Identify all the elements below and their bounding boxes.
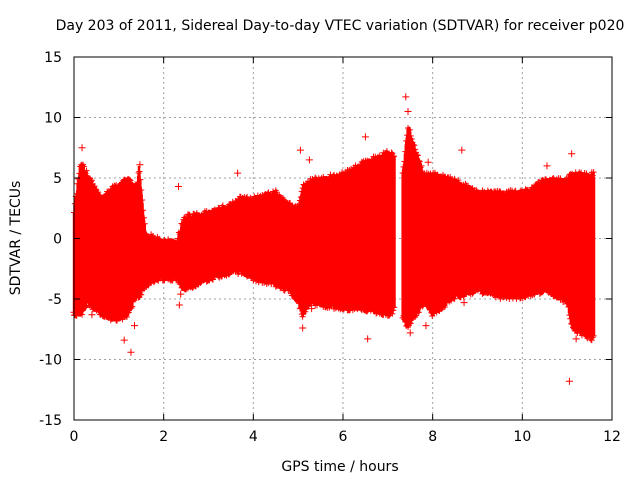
data-point-outlier xyxy=(460,299,468,307)
data-point xyxy=(219,202,226,209)
x-tick-label: 2 xyxy=(159,429,168,445)
data-point xyxy=(83,167,90,174)
data-point-outlier xyxy=(424,158,432,166)
data-point xyxy=(138,187,145,194)
x-tick-label: 8 xyxy=(428,429,437,445)
data-point xyxy=(91,183,98,190)
data-point xyxy=(79,311,86,318)
y-tick-label: -15 xyxy=(39,413,62,429)
data-point xyxy=(441,303,448,310)
data-point-outlier xyxy=(127,348,135,356)
y-tick-label: -10 xyxy=(39,353,62,369)
data-point-outlier xyxy=(572,335,580,343)
data-point xyxy=(137,176,144,183)
data-point xyxy=(407,132,414,139)
data-point xyxy=(407,320,414,327)
y-tick-label: 15 xyxy=(44,50,62,66)
data-point-outlier xyxy=(299,324,307,332)
data-point xyxy=(88,177,95,184)
data-point-outlier xyxy=(545,288,553,296)
data-point-outlier xyxy=(422,322,430,330)
y-axis-label: SDTVAR / TECUs xyxy=(8,181,24,296)
data-point-outlier xyxy=(175,301,183,309)
data-point xyxy=(136,168,143,175)
data-point xyxy=(138,291,145,298)
data-point-outlier xyxy=(120,336,128,344)
data-point xyxy=(590,169,597,176)
y-tick-label: 5 xyxy=(53,171,62,187)
data-point xyxy=(123,314,130,321)
data-point xyxy=(129,303,136,310)
data-point xyxy=(299,313,306,320)
data-point-outlier xyxy=(174,182,182,190)
data-point-outlier xyxy=(402,93,410,101)
data-point-outlier xyxy=(406,329,414,337)
y-tick-label: 0 xyxy=(53,232,62,248)
data-point xyxy=(414,152,421,159)
x-tick-label: 4 xyxy=(249,429,258,445)
data-point-outlier xyxy=(88,311,96,319)
data-point-outlier xyxy=(404,107,412,115)
x-tick-label: 12 xyxy=(603,429,621,445)
data-point xyxy=(273,189,280,196)
data-point xyxy=(140,207,147,214)
data-point-outlier xyxy=(361,133,369,141)
data-point-outlier xyxy=(81,303,89,311)
x-tick-label: 6 xyxy=(339,429,348,445)
data-point xyxy=(140,214,147,221)
data-point xyxy=(389,310,396,317)
data-point xyxy=(141,220,148,227)
data-point-outlier xyxy=(234,169,242,177)
data-point-outlier xyxy=(565,377,573,385)
y-tick-label: 10 xyxy=(44,111,62,127)
data-point xyxy=(244,193,251,200)
data-point xyxy=(412,146,419,153)
data-point-outlier xyxy=(568,150,576,158)
chart-title: Day 203 of 2011, Sidereal Day-to-day VTE… xyxy=(56,18,625,34)
data-point-outlier xyxy=(136,161,144,169)
x-axis-label: GPS time / hours xyxy=(281,459,398,475)
x-tick-label: 10 xyxy=(513,429,531,445)
data-point xyxy=(255,279,262,286)
data-point xyxy=(125,309,132,316)
data-point-outlier xyxy=(285,199,293,207)
data-point xyxy=(457,294,464,301)
series-layer xyxy=(70,93,597,385)
data-point xyxy=(139,196,146,203)
data-point xyxy=(186,211,193,218)
data-point xyxy=(418,162,425,169)
data-point xyxy=(390,307,397,314)
data-point xyxy=(80,163,87,170)
data-point-outlier xyxy=(364,335,372,343)
data-point-outlier xyxy=(177,290,185,298)
data-point-outlier xyxy=(131,322,139,330)
data-point xyxy=(411,142,418,149)
data-point-outlier xyxy=(458,146,466,154)
data-point xyxy=(406,126,413,133)
x-tick-label: 0 xyxy=(70,429,79,445)
data-point xyxy=(451,295,458,302)
data-point xyxy=(413,149,420,156)
data-point-outlier xyxy=(296,146,304,154)
data-point xyxy=(447,173,454,180)
data-point-outlier xyxy=(78,144,86,152)
data-point-outlier xyxy=(543,162,551,170)
data-point-outlier xyxy=(308,305,316,313)
data-point xyxy=(209,276,216,283)
data-point-outlier xyxy=(305,156,313,164)
axis-layer: 0 2 4 6 8 10 12 -15 -10 -5 0 5 10 15 xyxy=(39,50,621,445)
data-point xyxy=(302,308,309,315)
y-tick-label: -5 xyxy=(48,292,62,308)
